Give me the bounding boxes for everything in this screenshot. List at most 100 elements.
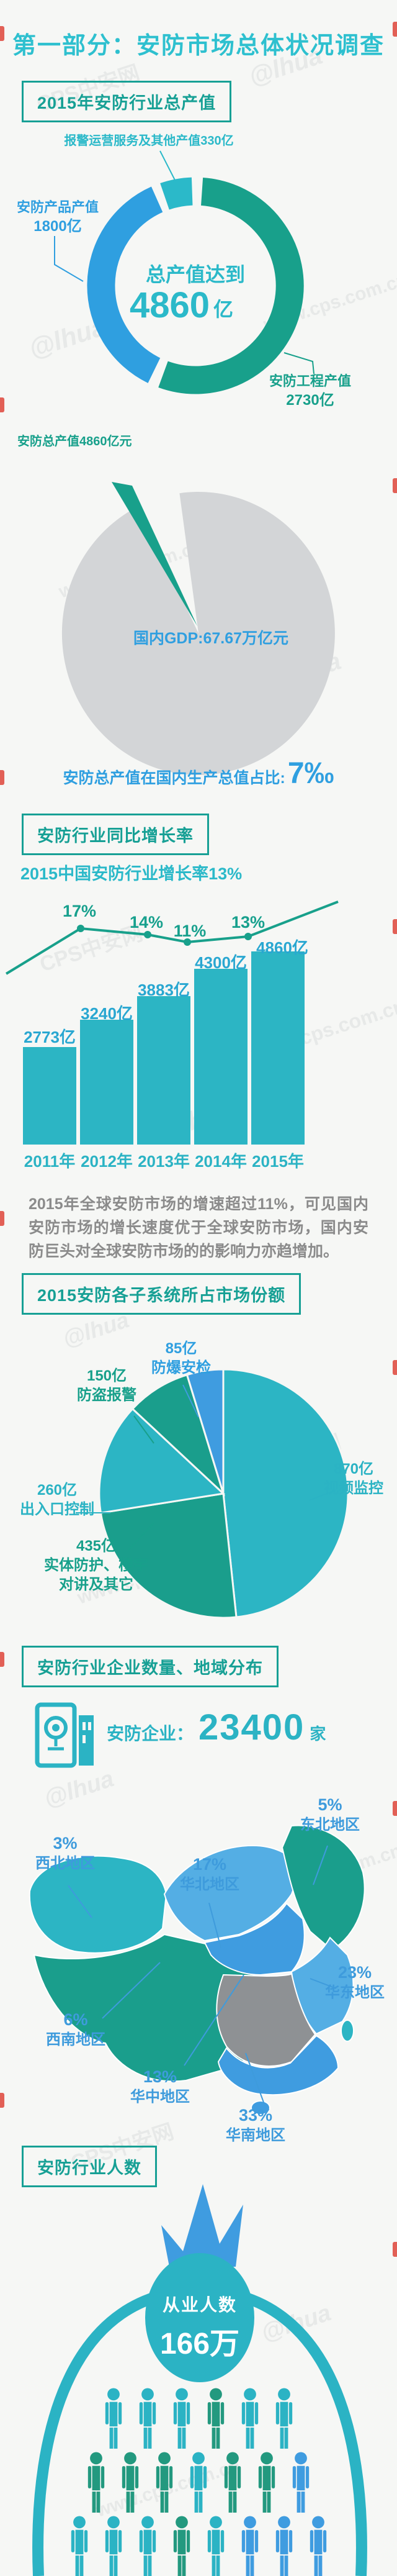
donut-label-products-name: 安防产品产值 xyxy=(16,199,99,215)
growth-pct-2012: 17% xyxy=(62,902,97,920)
workforce-head-figure: 从业人数 166万 xyxy=(145,2253,254,2382)
map-label-northwest-name: 西北地区 xyxy=(35,1854,95,1872)
red-edge-mark xyxy=(0,1211,4,1226)
pie-label-access-control: 260亿 出入口控制 xyxy=(14,1481,100,1519)
security-camera-building-icon xyxy=(35,1702,94,1768)
person-icon xyxy=(207,2516,224,2576)
person-icon xyxy=(71,2516,87,2576)
growth-subtitle: 2015中国安防行业增长率13% xyxy=(20,864,243,883)
map-label-northwest-pct: 3% xyxy=(53,1834,78,1853)
donut-label-engineering-value: 2730亿 xyxy=(286,391,334,409)
axis-year-2012: 2012年 xyxy=(81,1152,133,1171)
map-label-northeast: 5% 东北地区 xyxy=(296,1795,364,1834)
red-edge-mark xyxy=(393,1801,397,1816)
workforce-count: 166万 xyxy=(159,2328,240,2361)
enterprise-count-value: 23400 xyxy=(198,1707,305,1748)
person-icon xyxy=(139,2388,156,2449)
map-label-central: 13% 华中地区 xyxy=(126,2067,194,2107)
map-label-northeast-name: 东北地区 xyxy=(300,1816,360,1833)
bar-value-2014: 4300亿 xyxy=(195,953,247,972)
growth-pct-2013: 14% xyxy=(129,913,164,932)
person-icon xyxy=(173,2516,190,2576)
map-label-south: 33% 华南地区 xyxy=(221,2105,290,2145)
pie-label-burglar-alarm-value: 150亿 xyxy=(86,1367,127,1384)
axis-year-2014: 2014年 xyxy=(195,1152,247,1171)
section-header-growth: 安防行业同比增长率 xyxy=(22,814,209,855)
donut-label-alarm-services: 报警运营服务及其他产值330亿 xyxy=(64,134,234,148)
section-header-subsystems: 2015安防各子系统所占市场份额 xyxy=(22,1273,301,1315)
person-icon xyxy=(275,2388,292,2449)
person-icon xyxy=(105,2388,122,2449)
pie-label-explosion-check: 85亿 防爆安检 xyxy=(147,1339,215,1377)
enterprise-count-unit: 家 xyxy=(310,1725,326,1743)
person-icon xyxy=(190,2452,207,2513)
map-taiwan xyxy=(341,2020,354,2042)
donut-label-products-value: 1800亿 xyxy=(33,217,82,235)
map-label-southwest-name: 西南地区 xyxy=(46,2031,105,2048)
red-edge-mark xyxy=(0,770,4,785)
pie-label-explosion-check-name: 防爆安检 xyxy=(151,1359,211,1377)
person-icon xyxy=(241,2516,258,2576)
growth-note-paragraph: 2015年全球安防市场的增速超过11%，可见国内安防市场的增长速度优于全球安防市… xyxy=(29,1195,368,1260)
red-edge-mark xyxy=(0,26,4,41)
person-icon xyxy=(292,2452,310,2513)
donut-label-engineering: 安防工程产值 2730亿 xyxy=(261,373,360,410)
people-row-2 xyxy=(0,2452,397,2513)
pie-label-video-surveillance-value: 870亿 xyxy=(333,1461,374,1477)
red-edge-mark xyxy=(393,2242,397,2257)
pie-label-physical-protection: 435亿 实体防护、楼宇 对讲及其它 xyxy=(37,1536,155,1595)
bar-value-2015: 4860亿 xyxy=(256,938,308,957)
page-title: 第一部分：安防市场总体状况调查 xyxy=(12,33,385,59)
donut-center-value: 4860 xyxy=(130,285,210,325)
section-header-enterprises: 安防行业企业数量、地域分布 xyxy=(22,1646,279,1687)
enterprise-count-line: 安防企业： 23400 家 xyxy=(107,1707,326,1748)
crown-icon xyxy=(161,2184,243,2267)
person-icon xyxy=(310,2516,326,2576)
red-edge-mark xyxy=(393,22,397,37)
map-region-northeast xyxy=(281,1825,365,1951)
pie-label-physical-protection-name: 实体防护、楼宇 xyxy=(44,1557,148,1574)
map-label-northchina: 17% 华北地区 xyxy=(176,1854,244,1894)
person-icon xyxy=(87,2452,105,2513)
axis-year-2013: 2013年 xyxy=(138,1152,190,1171)
growth-pct-2014: 11% xyxy=(173,922,207,940)
bar-value-2012: 3240亿 xyxy=(81,1004,133,1023)
pie-label-video-surveillance: 870亿 视频监控 xyxy=(313,1459,394,1498)
gdp-value-label: 国内GDP:67.67万亿元 xyxy=(133,630,289,647)
map-label-southwest: 6% 西南地区 xyxy=(42,2010,110,2049)
map-label-south-name: 华南地区 xyxy=(226,2126,285,2144)
red-edge-mark xyxy=(393,919,397,934)
axis-year-2015: 2015年 xyxy=(252,1152,304,1171)
map-label-east-name: 华东地区 xyxy=(325,1984,385,2001)
donut-center-unit: 亿 xyxy=(213,298,233,320)
gdp-ratio-line: 安防总产值在国内生产总值占比: 7‰ xyxy=(0,756,397,791)
person-icon xyxy=(173,2388,190,2449)
gdp-security-total-label: 安防总产值4860亿元 xyxy=(17,435,132,448)
section-header-total-output: 2015年安防行业总产值 xyxy=(22,81,232,122)
red-edge-mark xyxy=(393,478,397,493)
growth-pct-2015: 13% xyxy=(231,913,265,932)
axis-year-2011: 2011年 xyxy=(24,1152,76,1171)
bar-value-2013: 3883亿 xyxy=(138,981,190,999)
growth-bar-line-chart xyxy=(5,900,339,1145)
donut-chart-total-output: 总产值达到 4860 亿 xyxy=(87,177,304,394)
red-edge-mark xyxy=(0,397,4,412)
pie-label-physical-protection-name2: 对讲及其它 xyxy=(59,1576,133,1594)
bar-value-2011: 2773亿 xyxy=(24,1028,76,1046)
pie-label-video-surveillance-name: 视频监控 xyxy=(324,1480,383,1497)
map-label-northwest: 3% 西北地区 xyxy=(31,1833,99,1873)
people-row-3 xyxy=(0,2516,397,2576)
person-icon xyxy=(122,2452,139,2513)
map-label-central-pct: 13% xyxy=(143,2067,177,2086)
person-icon xyxy=(241,2388,258,2449)
map-label-northchina-name: 华北地区 xyxy=(180,1875,239,1893)
map-label-east: 23% 华东地区 xyxy=(321,1962,389,2002)
donut-label-products: 安防产品产值 1800亿 xyxy=(11,199,104,236)
red-edge-mark xyxy=(393,1360,397,1375)
map-label-central-name: 华中地区 xyxy=(130,2088,190,2105)
red-edge-mark xyxy=(0,2093,4,2108)
person-icon xyxy=(207,2388,224,2449)
map-region-northwest xyxy=(29,1855,167,1954)
pie-label-explosion-check-value: 85亿 xyxy=(165,1340,197,1357)
